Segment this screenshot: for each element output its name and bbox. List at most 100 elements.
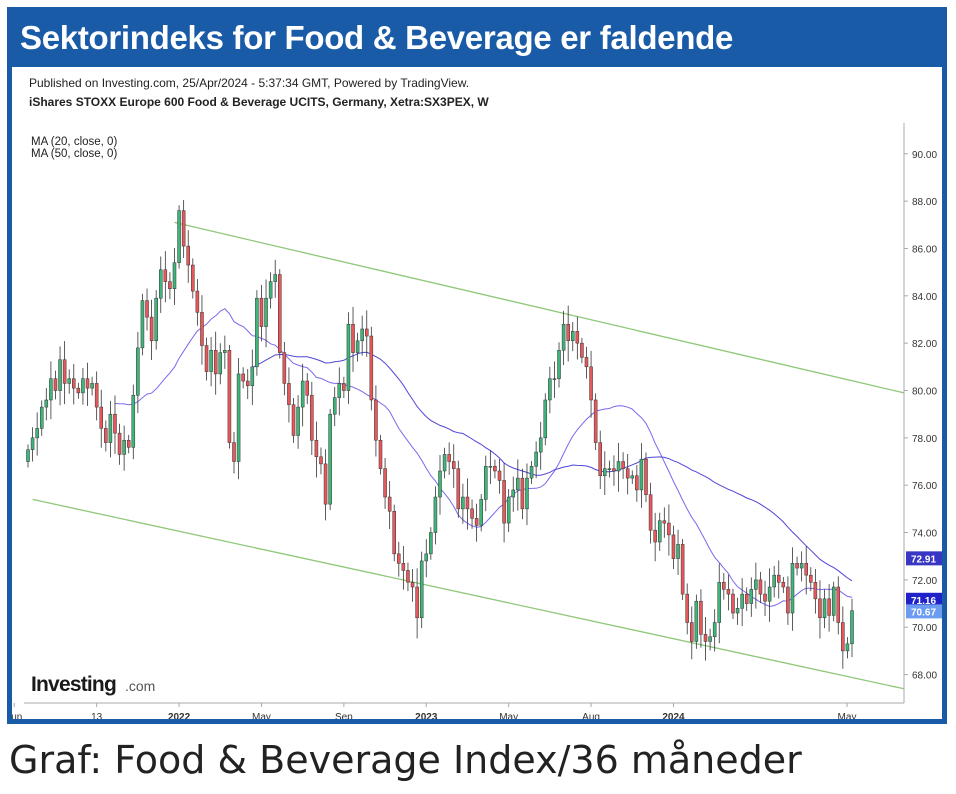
candle-body	[154, 297, 158, 342]
candle	[680, 539, 685, 601]
candle-body	[108, 413, 113, 443]
candle-body	[639, 458, 644, 491]
x-tick-label: May	[499, 712, 518, 719]
candle	[99, 389, 104, 448]
y-tick-label: 90.00	[912, 150, 937, 161]
candle-body	[516, 477, 520, 491]
candle	[364, 310, 369, 357]
candle	[300, 363, 305, 427]
candle-body	[603, 468, 607, 476]
candle	[332, 386, 337, 427]
candle-body	[278, 274, 282, 353]
candle	[378, 434, 383, 475]
candle	[786, 576, 790, 625]
candle-body	[593, 399, 598, 443]
channel-line-lower	[32, 498, 905, 690]
candle	[690, 606, 694, 660]
candle	[726, 574, 731, 611]
candle-body	[566, 323, 570, 342]
candle-body	[85, 378, 90, 389]
candle	[543, 393, 548, 446]
candle-body	[223, 350, 227, 353]
candle	[625, 453, 630, 495]
candle-body	[525, 477, 529, 510]
candle-body	[850, 610, 854, 645]
candle	[131, 384, 136, 460]
candle-body	[53, 378, 58, 391]
y-tick-label: 88.00	[912, 197, 937, 208]
candle-body	[259, 297, 264, 327]
candle	[250, 349, 255, 406]
candle-body	[227, 350, 232, 443]
candle-body	[543, 399, 548, 439]
candle-body	[172, 262, 177, 289]
candle-body	[703, 634, 708, 642]
x-tick-label: Aug	[582, 712, 600, 719]
candle	[355, 332, 360, 362]
candle-body	[49, 378, 53, 401]
candle	[566, 305, 570, 362]
candle	[81, 368, 85, 405]
candle	[397, 541, 401, 577]
candle	[708, 628, 712, 651]
candle	[474, 503, 479, 542]
candle	[735, 597, 740, 625]
candle	[383, 457, 387, 509]
candle	[603, 451, 607, 495]
candle	[163, 251, 168, 303]
candle-body	[310, 394, 314, 441]
candle	[470, 499, 474, 529]
candle-body	[799, 563, 804, 569]
candle	[90, 376, 94, 396]
candle-body	[158, 269, 163, 299]
candle	[291, 398, 296, 443]
candle	[548, 366, 552, 414]
candle	[621, 452, 625, 479]
candle-body	[337, 383, 342, 398]
candle-body	[410, 582, 415, 588]
candle-body	[149, 316, 154, 342]
y-tick-label: 72.00	[912, 576, 937, 587]
candle	[538, 421, 543, 470]
candle	[113, 395, 117, 454]
candle-body	[378, 439, 383, 469]
candle-body	[387, 496, 392, 512]
candle-body	[204, 345, 209, 372]
candle	[374, 385, 378, 457]
candle	[255, 290, 259, 376]
candle	[767, 568, 772, 622]
candle-body	[401, 563, 406, 571]
candle	[259, 284, 264, 342]
candle	[484, 455, 488, 512]
candle	[731, 588, 735, 619]
price-label-text: 72.91	[911, 554, 936, 565]
candle-body	[735, 608, 740, 614]
chart-frame: Sektorindeks for Food & Beverage er fald…	[7, 7, 947, 724]
candle-body	[282, 352, 287, 384]
candle	[351, 306, 355, 372]
candle	[410, 568, 415, 602]
candle-body	[502, 480, 506, 524]
candle	[575, 316, 580, 360]
candle	[72, 364, 76, 405]
candle-body	[845, 643, 850, 652]
candle-body	[122, 439, 126, 455]
candle-body	[351, 323, 355, 353]
candle-body	[772, 574, 776, 588]
candle-body	[758, 579, 763, 595]
candle	[401, 546, 406, 590]
candle-body	[648, 494, 653, 531]
candle	[818, 580, 822, 639]
candle	[662, 507, 667, 538]
candle	[236, 357, 241, 480]
candle-body	[81, 378, 85, 394]
candle-body	[76, 387, 81, 394]
candle	[557, 342, 561, 388]
candle-body	[804, 563, 808, 576]
candle-body	[749, 589, 754, 604]
candle	[616, 442, 621, 492]
candle	[635, 465, 639, 502]
candle-body	[342, 383, 346, 391]
candle	[241, 367, 245, 389]
candle-body	[58, 359, 62, 391]
